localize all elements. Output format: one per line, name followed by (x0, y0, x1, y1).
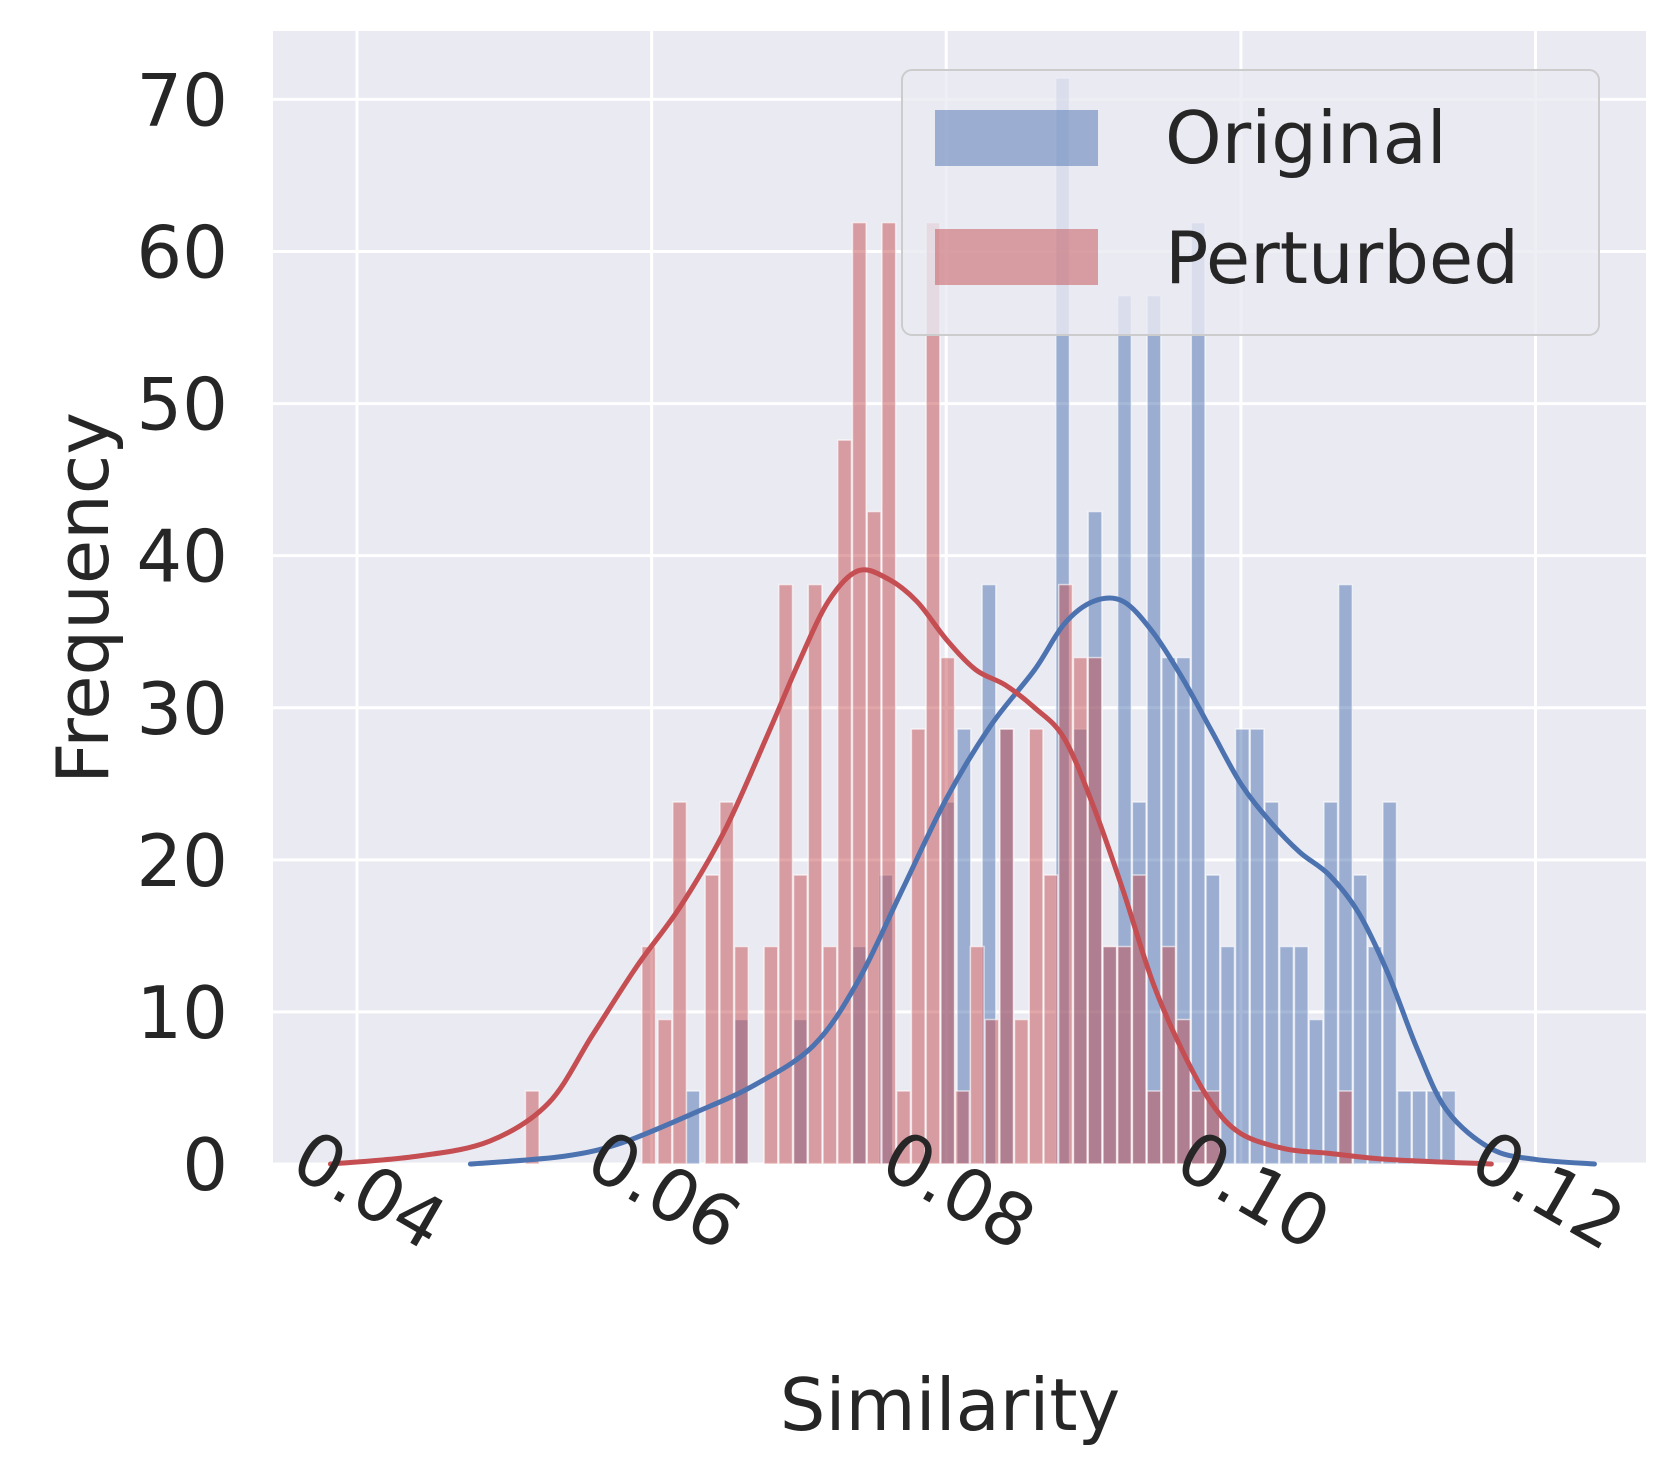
perturbed-bar (866, 510, 882, 1165)
y-tick-label: 30 (136, 667, 228, 751)
perturbed-bar (1028, 728, 1044, 1165)
original-bar (685, 1090, 701, 1165)
bars-perturbed (524, 221, 1354, 1165)
perturbed-bar (1337, 1090, 1354, 1165)
original-bar (1323, 801, 1339, 1165)
perturbed-bar (807, 583, 823, 1165)
perturbed-bar (778, 583, 794, 1165)
perturbed-bar (954, 1090, 971, 1165)
perturbed-bar (984, 1018, 1000, 1165)
y-tick-labels: 0 10 20 30 40 50 60 70 (136, 58, 228, 1207)
perturbed-bar (763, 945, 779, 1165)
original-bar (1234, 728, 1250, 1165)
perturbed-bar (1190, 1090, 1206, 1165)
y-tick-label: 0 (182, 1123, 228, 1207)
perturbed-bar (999, 728, 1015, 1165)
perturbed-bar (822, 945, 838, 1165)
perturbed-bar (524, 1090, 540, 1165)
original-bar (1146, 294, 1162, 1165)
perturbed-bar (704, 874, 720, 1165)
perturbed-bar (881, 221, 897, 1165)
perturbed-bar (1057, 583, 1074, 1165)
original-bar (1278, 945, 1295, 1165)
original-bar (1352, 874, 1368, 1165)
legend-label-perturbed: Perturbed (1165, 216, 1519, 300)
legend: Original Perturbed (901, 69, 1600, 336)
original-bar (1264, 801, 1280, 1165)
original-bar (1396, 1090, 1412, 1165)
perturbed-bar (1116, 945, 1133, 1165)
y-tick-label: 20 (136, 819, 228, 903)
perturbed-bar (969, 945, 985, 1165)
original-bar (1337, 583, 1354, 1165)
y-tick-label: 50 (136, 363, 228, 447)
perturbed-bar (910, 728, 926, 1165)
perturbed-bar (733, 945, 750, 1165)
perturbed-bar (1102, 945, 1118, 1165)
kde-line-original (467, 595, 1597, 1167)
y-tick-label: 60 (136, 211, 228, 295)
y-tick-label: 70 (136, 58, 228, 142)
perturbed-bar (1087, 656, 1103, 1165)
x-axis-title: Similarity (780, 1363, 1120, 1447)
perturbed-bar (1146, 1090, 1162, 1165)
perturbed-bar (1043, 874, 1059, 1165)
legend-swatch-perturbed (935, 229, 1098, 285)
original-bar (1411, 1090, 1427, 1165)
perturbed-bar (851, 221, 867, 1165)
y-tick-label: 40 (136, 515, 228, 599)
perturbed-bar (792, 874, 808, 1165)
perturbed-bar (1161, 945, 1177, 1165)
perturbed-bar (719, 801, 735, 1165)
y-tick-label: 10 (136, 971, 228, 1055)
original-bar (1249, 728, 1265, 1165)
perturbed-bar (1072, 656, 1088, 1165)
perturbed-bar (940, 656, 956, 1165)
legend-label-original: Original (1165, 96, 1447, 180)
original-bar (1308, 1018, 1324, 1165)
y-axis-title: Frequency (41, 412, 125, 784)
legend-swatch-original (935, 110, 1098, 166)
perturbed-bar (925, 221, 941, 1165)
perturbed-bar (1013, 1018, 1029, 1165)
perturbed-bar (836, 439, 853, 1165)
original-bar (1220, 945, 1236, 1165)
kde-line-perturbed (327, 567, 1494, 1167)
perturbed-bar (895, 1090, 912, 1165)
original-bar (1367, 945, 1383, 1165)
perturbed-bar (671, 801, 688, 1165)
original-bar (1293, 945, 1309, 1165)
